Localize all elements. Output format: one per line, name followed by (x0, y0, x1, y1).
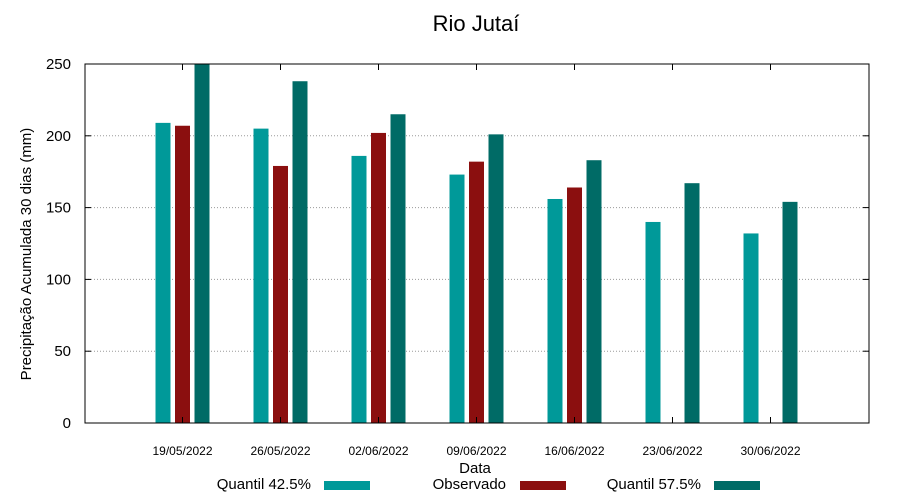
bar-quantil-42-5 (547, 198, 563, 423)
x-tick-label: 09/06/2022 (446, 444, 506, 458)
bars (155, 64, 798, 424)
y-axis-ticks: 0 50 100 150 200 250 (46, 56, 869, 432)
legend-swatch (714, 481, 760, 490)
bar-observado (371, 132, 386, 424)
bar-observado (175, 125, 190, 424)
bar-quantil-57-5 (390, 114, 406, 423)
bar-quantil-42-5 (743, 233, 759, 423)
bar-quantil-42-5 (645, 221, 661, 423)
x-tick-label: 26/05/2022 (250, 444, 310, 458)
x-tick-label: 02/06/2022 (348, 444, 408, 458)
bar-quantil-57-5 (782, 201, 798, 423)
y-tick-label: 0 (63, 415, 71, 432)
y-tick-label: 150 (46, 200, 71, 217)
bar-observado (273, 165, 288, 423)
y-tick-label: 100 (46, 271, 71, 288)
x-axis-ticks: 19/05/2022 26/05/2022 02/06/2022 09/06/2022… (152, 64, 801, 458)
x-tick-label: 23/06/2022 (642, 444, 702, 458)
bar-quantil-42-5 (351, 155, 367, 424)
bar-observado (567, 187, 582, 423)
legend-swatch (520, 481, 566, 490)
bar-quantil-42-5 (253, 128, 269, 423)
legend-label: Quantil 57.5% (607, 476, 701, 493)
y-tick-label: 200 (46, 128, 71, 145)
x-tick-label: 16/06/2022 (544, 444, 604, 458)
x-axis-label: Data (459, 460, 491, 477)
bar-quantil-57-5 (292, 81, 308, 424)
legend: Quantil 42.5% Observado Quantil 57.5% (217, 476, 760, 493)
legend-label: Quantil 42.5% (217, 476, 311, 493)
x-tick-label: 30/06/2022 (740, 444, 800, 458)
y-tick-label: 50 (54, 343, 71, 360)
bar-quantil-42-5 (449, 174, 465, 423)
legend-label: Observado (433, 476, 506, 493)
bar-quantil-57-5 (488, 134, 504, 423)
y-tick-label: 250 (46, 56, 71, 73)
bar-quantil-42-5 (155, 122, 171, 423)
bar-quantil-57-5 (194, 64, 210, 423)
chart-title: Rio Jutaí (433, 11, 520, 36)
y-axis-label: Precipitação Acumulada 30 dias (mm) (18, 128, 35, 381)
bar-observado (469, 161, 484, 423)
bar-quantil-57-5 (684, 183, 700, 423)
x-tick-label: 19/05/2022 (152, 444, 212, 458)
legend-swatch (324, 481, 370, 490)
bar-quantil-57-5 (586, 160, 602, 423)
